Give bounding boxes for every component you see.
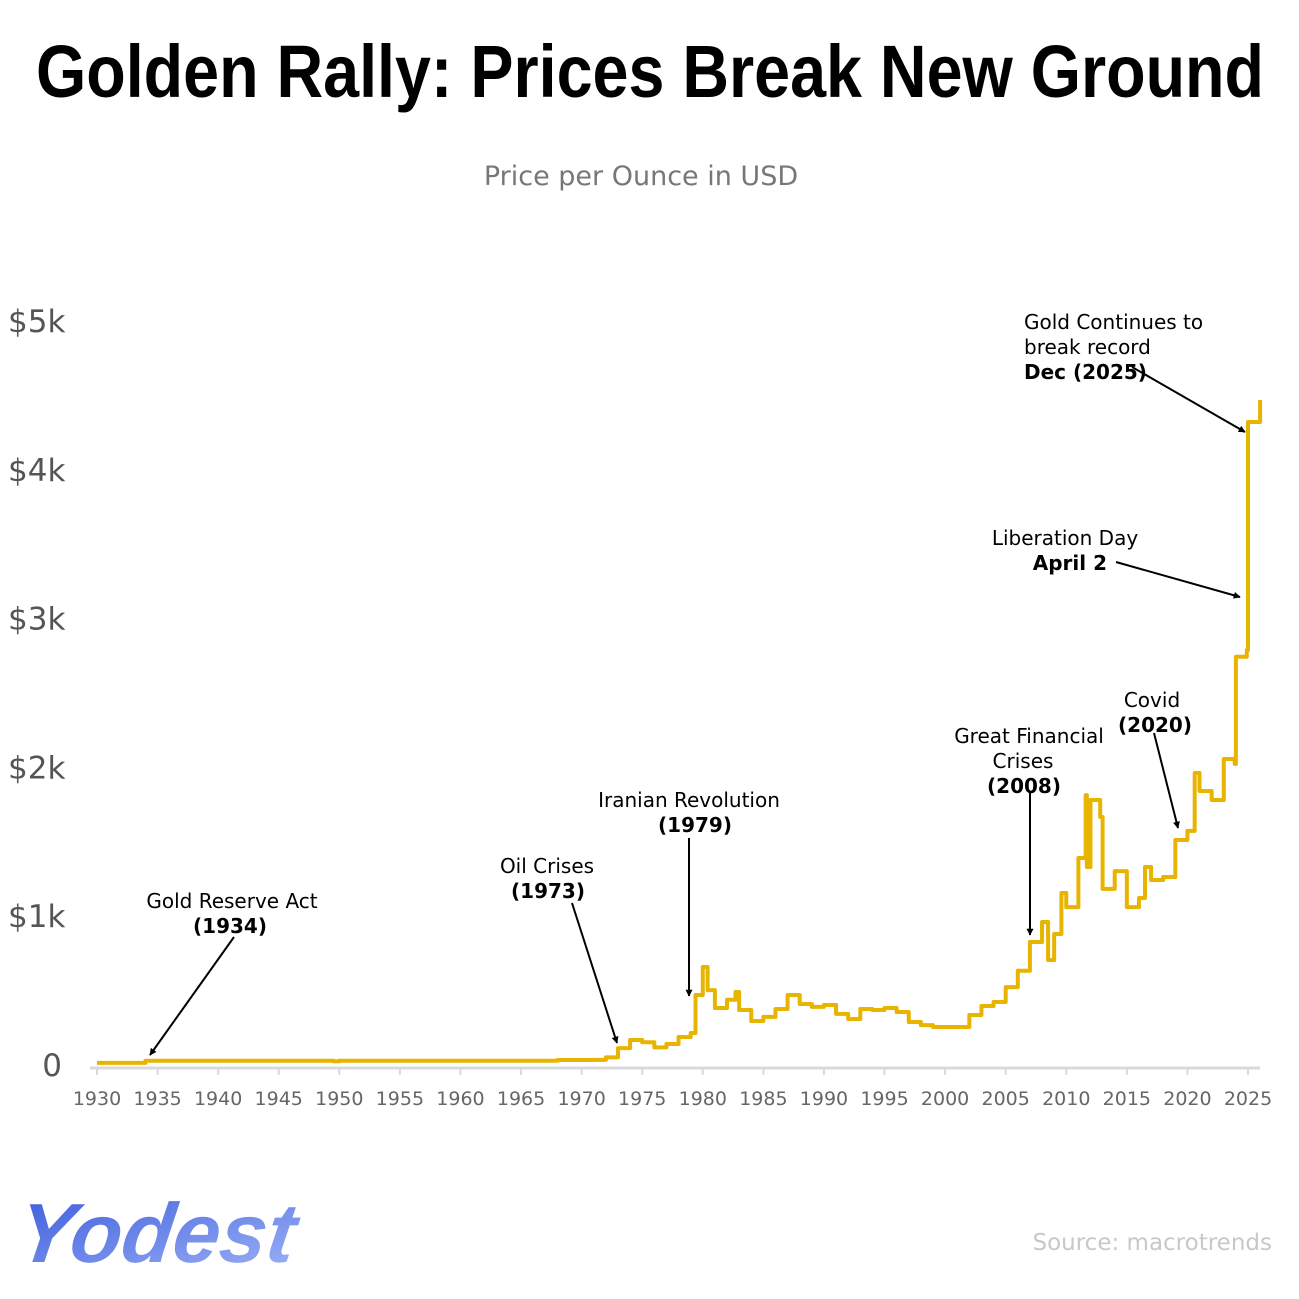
annotation-label-line2: break record bbox=[1024, 335, 1151, 359]
annotation-covid: Covid (2020) bbox=[1118, 688, 1192, 829]
y-tick-label: $2k bbox=[8, 750, 65, 786]
y-tick-label: $1k bbox=[8, 899, 65, 935]
annotation-record-dec-2025: Gold Continues to break record Dec (2025… bbox=[1024, 310, 1246, 433]
arrow-icon bbox=[1131, 366, 1246, 433]
y-tick-label: $4k bbox=[8, 453, 65, 489]
series-gold-price bbox=[96, 399, 1263, 1065]
x-tick-label: 2000 bbox=[921, 1088, 969, 1110]
annotation-great-financial-crises: Great Financial Crises (2008) bbox=[954, 724, 1104, 936]
x-tick-label: 1965 bbox=[497, 1088, 545, 1110]
x-axis: 1930 1935 1940 1945 1950 1955 1960 1965 1970 1975… bbox=[73, 1068, 1272, 1110]
annotation-label: Liberation Day bbox=[992, 526, 1139, 550]
yodest-logo: Yodest bbox=[12, 1186, 305, 1280]
annotation-label: Great Financial bbox=[954, 724, 1104, 748]
x-tick-label: 1930 bbox=[73, 1088, 121, 1110]
arrow-icon bbox=[1153, 732, 1180, 829]
annotation-label: Iranian Revolution bbox=[598, 788, 780, 812]
annotation-year: (1973) bbox=[511, 879, 585, 903]
annotation-oil-crises: Oil Crises (1973) bbox=[500, 854, 619, 1044]
arrow-icon bbox=[571, 902, 619, 1044]
x-tick-label: 1990 bbox=[800, 1088, 848, 1110]
x-tick-label: 2010 bbox=[1042, 1088, 1090, 1110]
x-tick-label: 1960 bbox=[436, 1088, 484, 1110]
annotation-label-line2: Crises bbox=[993, 749, 1054, 773]
annotation-liberation-day: Liberation Day April 2 bbox=[992, 526, 1241, 599]
annotation-iranian-revolution: Iranian Revolution (1979) bbox=[598, 788, 780, 997]
x-tick-label: 1970 bbox=[557, 1088, 605, 1110]
x-tick-label: 2005 bbox=[982, 1088, 1030, 1110]
gold-price-line bbox=[97, 399, 1263, 1065]
annotation-year: (1934) bbox=[193, 914, 267, 938]
annotation-year: (2008) bbox=[987, 774, 1061, 798]
arrow-icon bbox=[1115, 561, 1241, 599]
x-tick-label: 1935 bbox=[133, 1088, 181, 1110]
y-axis: 0 $1k $2k $3k $4k $5k bbox=[8, 304, 65, 1084]
annotation-label: Gold Continues to bbox=[1024, 310, 1203, 334]
annotation-gold-reserve-act: Gold Reserve Act (1934) bbox=[146, 889, 318, 1056]
x-tick-label: 2015 bbox=[1103, 1088, 1151, 1110]
x-tick-label: 1985 bbox=[739, 1088, 787, 1110]
annotation-year: (1979) bbox=[658, 813, 732, 837]
annotation-date: Dec (2025) bbox=[1024, 360, 1147, 384]
source-note: Source: macrotrends bbox=[1032, 1230, 1272, 1256]
x-tick-label: 1980 bbox=[679, 1088, 727, 1110]
x-tick-label: 1945 bbox=[255, 1088, 303, 1110]
x-tick-label: 1940 bbox=[194, 1088, 242, 1110]
annotation-label: Oil Crises bbox=[500, 854, 594, 878]
annotation-date: April 2 bbox=[1033, 551, 1107, 575]
x-tick-label: 1995 bbox=[860, 1088, 908, 1110]
arrow-icon bbox=[149, 936, 235, 1056]
x-tick-label: 1955 bbox=[376, 1088, 424, 1110]
x-tick-label: 2020 bbox=[1163, 1088, 1211, 1110]
chart-title: Golden Rally: Prices Break New Ground bbox=[36, 30, 1264, 113]
x-tick-label: 1950 bbox=[315, 1088, 363, 1110]
y-tick-label: $3k bbox=[8, 602, 65, 638]
annotation-label: Gold Reserve Act bbox=[146, 889, 317, 913]
y-tick-label: $5k bbox=[8, 304, 65, 340]
x-tick-label: 1975 bbox=[618, 1088, 666, 1110]
annotation-label: Covid bbox=[1124, 688, 1180, 712]
x-tick-label: 2025 bbox=[1224, 1088, 1272, 1110]
y-tick-label: 0 bbox=[42, 1048, 62, 1084]
chart-subtitle: Price per Ounce in USD bbox=[484, 161, 798, 192]
